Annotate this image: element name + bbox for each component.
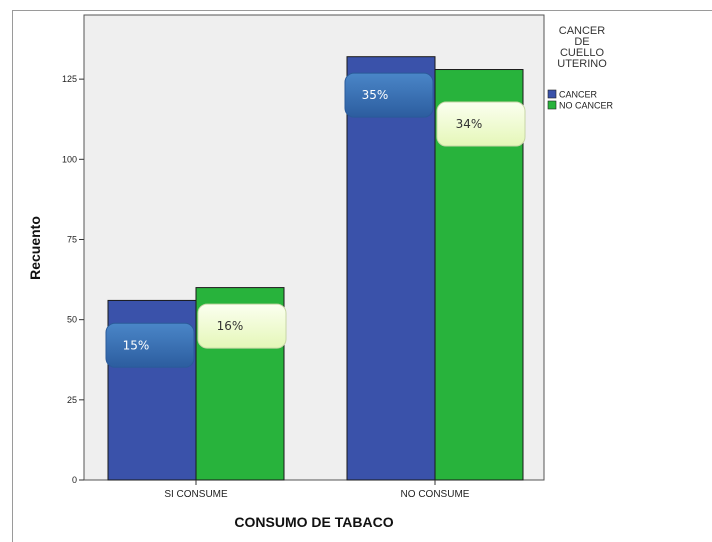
y-tick-label: 50	[67, 315, 77, 325]
percent-label: 15%	[123, 338, 150, 352]
legend-label: NO CANCER	[559, 101, 614, 111]
legend-title-line: CANCER	[559, 25, 606, 37]
percent-label-box	[105, 322, 195, 368]
y-axis: 0 25 50 75 100 125	[62, 74, 84, 485]
percent-label: 35%	[362, 88, 389, 102]
legend-swatch	[547, 89, 557, 99]
y-tick-label: 100	[62, 154, 77, 164]
y-tick-label: 75	[67, 234, 77, 244]
percent-label: 16%	[217, 319, 244, 333]
y-tick-label: 125	[62, 74, 77, 84]
legend-title-line: UTERINO	[557, 58, 607, 70]
window-frame-top	[12, 10, 712, 11]
legend-title-line: DE	[574, 36, 589, 48]
x-tick-label: SI CONSUME	[164, 489, 228, 500]
y-tick-label: 25	[67, 395, 77, 405]
percent-label-box	[436, 101, 526, 147]
x-axis: SI CONSUME NO CONSUME	[164, 480, 470, 500]
y-tick-label: 0	[72, 475, 77, 485]
percent-labels: 15% 16% 35% 34%	[105, 72, 526, 368]
x-tick-label: NO CONSUME	[401, 489, 470, 500]
percent-label: 34%	[456, 117, 483, 131]
percent-label-box	[344, 72, 434, 118]
window-frame-left	[12, 10, 13, 542]
x-axis-title: CONSUMO DE TABACO	[234, 514, 393, 530]
legend-label: CANCER	[559, 90, 598, 100]
legend-swatch	[547, 100, 557, 110]
y-axis-title: Recuento	[27, 216, 43, 280]
bar-cancer	[346, 56, 436, 481]
percent-label-box	[197, 303, 287, 349]
legend-title-line: CUELLO	[560, 47, 604, 59]
